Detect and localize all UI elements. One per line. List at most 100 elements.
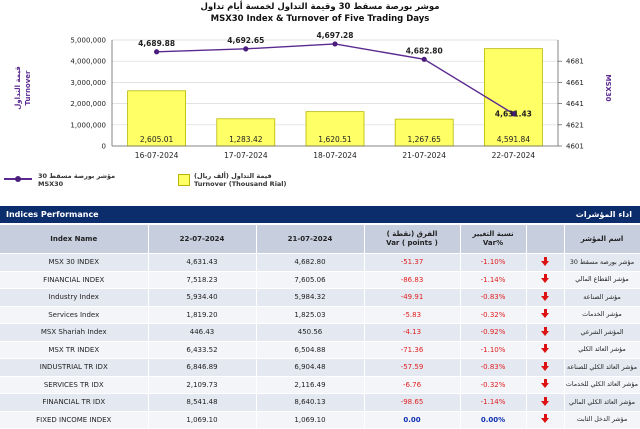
chart-title-arabic: موشر بورصة مسقط 30 وقيمة التداول لخمسة أ… (200, 2, 440, 12)
table-row: MSX Shariah Index 446.43 450.56 -4.13 -0.92%… (0, 323, 640, 342)
y-right-tick-label: 4641 (566, 100, 584, 108)
legend-turnover-label-arabic: قيمة التداول (ألف ريال) (194, 172, 272, 180)
x-tick-label: 22-07-2024 (492, 151, 536, 160)
index-name-cell: FINANCIAL TR IDX (0, 393, 149, 412)
line-value-label: 4,689.88 (138, 39, 175, 48)
table-row: FIXED INCOME INDEX 1,069.10 1,069.10 0.00 0.… (0, 411, 640, 429)
var-percent-cell: -1.14% (460, 393, 527, 412)
var-points-cell: -6.76 (364, 376, 461, 394)
table-row: FINANCIAL INDEX 7,518.23 7,605.06 -86.83 -1.… (0, 271, 640, 289)
var-points-cell: -57.59 (364, 358, 461, 377)
direction-cell (526, 411, 565, 429)
y-right-tick-label: 4601 (566, 143, 584, 151)
header-var-percent: نسبة التغيير Var% (460, 225, 527, 254)
turnover-bar (483, 48, 543, 147)
header-index-name: Index Name (0, 225, 149, 254)
y-left-tick-label: 5,000,000 (70, 37, 106, 45)
y-right-axis-label: MSX30 (604, 74, 612, 101)
index-name-arabic-cell: مؤشر العائد الكلي للصناعة (564, 358, 640, 377)
chart-section: موشر بورصة مسقط 30 وقيمة التداول لخمسة أ… (0, 0, 640, 202)
legend-index-label-arabic: مؤشر بورصة مسقط 30 (38, 172, 116, 180)
table-row: INDUSTRIAL TR IDX 6,846.89 6,904.48 -57.59-… (0, 358, 640, 377)
turnover-bar (127, 90, 186, 147)
index-name-arabic-cell: مؤشر بورصة مسقط 30 (564, 253, 640, 272)
value-date-2-cell: 6,504.88 (256, 341, 365, 359)
down-arrow-icon (541, 291, 549, 301)
legend-index-label: MSX30 (38, 180, 64, 188)
direction-cell (526, 358, 565, 377)
direction-cell (526, 393, 565, 412)
line-value-label: 4,682.80 (406, 46, 443, 55)
value-date-1-cell: 1,819.20 (148, 306, 257, 324)
var-points-cell: 0.00 (364, 411, 461, 429)
value-date-2-cell: 1,825.03 (256, 306, 365, 324)
bar-value-label: 1,283.42 (229, 135, 263, 144)
legend-turnover-label: Turnover (Thousand Rial) (194, 180, 287, 188)
x-tick-label: 18-07-2024 (313, 151, 357, 160)
chart-plot: 2,605.01 1,283.42 1,620.51 1,267.65 4,591.84… (14, 31, 612, 160)
header-pct-arabic: نسبة التغيير (472, 230, 514, 238)
value-date-2-cell: 5,984.32 (256, 288, 365, 307)
value-date-2-cell: 6,904.48 (256, 358, 365, 377)
index-name-cell: INDUSTRIAL TR IDX (0, 358, 149, 377)
x-tick-label: 21-07-2024 (402, 151, 446, 160)
index-name-arabic-cell: مؤشر العائد الكلي (564, 341, 640, 359)
down-arrow-icon (541, 326, 549, 336)
chart-title: MSX30 Index & Turnover of Five Trading D… (210, 14, 430, 24)
table-row: Services Index 1,819.20 1,825.03 -5.83 -0.32… (0, 306, 640, 324)
var-percent-cell: -0.32% (460, 306, 527, 324)
index-name-arabic-cell: مؤشر الدخل الثابت (564, 411, 640, 429)
y-right-tick-label: 4681 (566, 58, 584, 66)
value-date-1-cell: 6,846.89 (148, 358, 257, 377)
table-row: FINANCIAL TR IDX 8,541.48 8,640.13 -98.65 -1… (0, 393, 640, 412)
turnover-bar (216, 118, 276, 147)
direction-cell (526, 376, 565, 394)
index-name-arabic-cell: مؤشر الصناعة (564, 288, 640, 307)
var-percent-cell: -1.10% (460, 253, 527, 272)
indices-panel-header: Indices Performance اداء المؤشرات (0, 206, 640, 223)
y-left-axis-label: Turnover (24, 70, 32, 106)
header-var-english: Var ( points ) (386, 239, 438, 247)
line-value-label: 4,631.43 (495, 110, 532, 119)
index-name-arabic-cell: المؤشر الشرعي (564, 323, 640, 342)
down-arrow-icon (541, 414, 549, 424)
y-left-tick-label: 3,000,000 (70, 79, 106, 87)
value-date-2-cell: 8,640.13 (256, 393, 365, 412)
bar-value-label: 1,267.65 (407, 135, 441, 144)
index-name-arabic-cell: مؤشر القطاع المالي (564, 271, 640, 289)
var-percent-cell: -1.14% (460, 271, 527, 289)
x-tick-label: 17-07-2024 (224, 151, 268, 160)
var-percent-cell: -1.10% (460, 341, 527, 359)
legend-line-swatch (4, 176, 32, 182)
legend-turnover: قيمة التداول (ألف ريال) Turnover (Thousa… (178, 172, 287, 188)
index-name-cell: MSX Shariah Index (0, 323, 149, 342)
header-var-points: الفرق (نقطة ) Var ( points ) (364, 225, 461, 254)
bar-value-label: 1,620.51 (318, 135, 352, 144)
msx30-point (421, 56, 427, 62)
var-points-cell: -98.65 (364, 393, 461, 412)
indices-table: Index Name 22-07-2024 21-07-2024 الفرق (… (0, 225, 640, 429)
index-name-arabic-cell: مؤشر الخدمات (564, 306, 640, 324)
value-date-1-cell: 1,069.10 (148, 411, 257, 429)
var-points-cell: -4.13 (364, 323, 461, 342)
var-percent-cell: -0.83% (460, 288, 527, 307)
y-left-tick-label: 4,000,000 (70, 58, 106, 66)
down-arrow-icon (541, 344, 549, 354)
value-date-2-cell: 1,069.10 (256, 411, 365, 429)
direction-cell (526, 271, 565, 289)
value-date-1-cell: 2,109.73 (148, 376, 257, 394)
indices-table-header-row: Index Name 22-07-2024 21-07-2024 الفرق (… (0, 225, 640, 254)
var-points-cell: -51.37 (364, 253, 461, 272)
header-pct-english: Var% (482, 239, 504, 247)
x-tick-label: 16-07-2024 (135, 151, 179, 160)
index-name-arabic-cell: مؤشر العائد الكلي المالي (564, 393, 640, 412)
indices-panel-title-arabic: اداء المؤشرات (575, 210, 632, 219)
down-arrow-icon (541, 361, 549, 371)
value-date-1-cell: 7,518.23 (148, 271, 257, 289)
value-date-1-cell: 4,631.43 (148, 253, 257, 272)
index-name-cell: SERVICES TR IDX (0, 376, 149, 394)
y-right-tick-label: 4621 (566, 121, 584, 129)
value-date-1-cell: 446.43 (148, 323, 257, 342)
header-date-1: 22-07-2024 (148, 225, 257, 254)
msx30-point (154, 49, 160, 55)
